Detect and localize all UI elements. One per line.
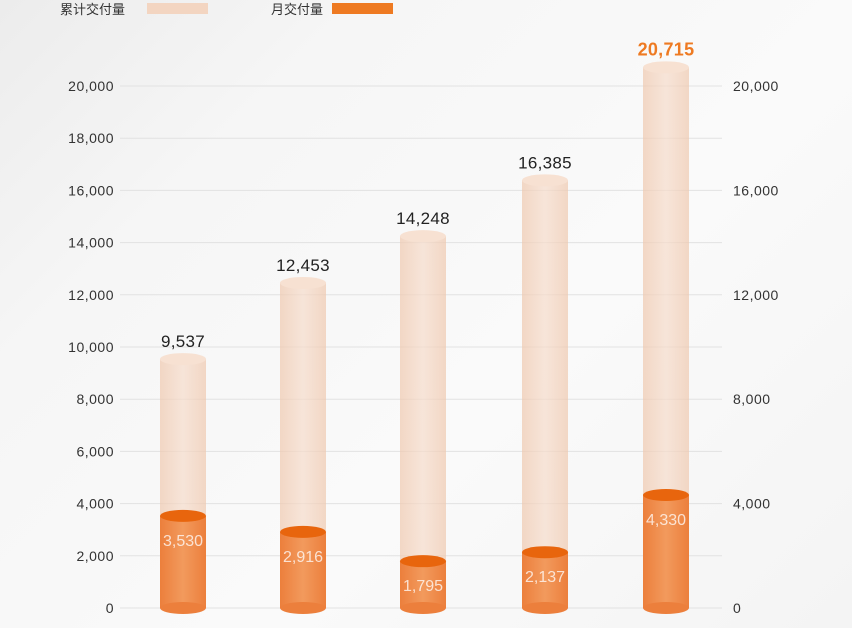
left-axis: 0 2,000 4,000 6,000 8,000 10,000 12,000 14,000 1… — [68, 78, 114, 616]
monthly-bar-bottom — [160, 602, 206, 614]
left-tick-label: 8,000 — [76, 391, 114, 407]
right-tick-label: 0 — [733, 600, 741, 616]
cumulative-bar-top — [643, 61, 689, 74]
left-tick-label: 14,000 — [68, 235, 114, 251]
left-tick-label: 20,000 — [68, 78, 114, 94]
monthly-bar-bottom — [400, 602, 446, 614]
monthly-bar-top — [643, 488, 689, 501]
monthly-bar-top — [522, 546, 568, 559]
left-tick-label: 4,000 — [76, 496, 114, 512]
cumulative-bar-top — [522, 174, 568, 187]
monthly-bar-bottom — [522, 602, 568, 614]
right-tick-label: 8,000 — [733, 391, 771, 407]
left-tick-label: 2,000 — [76, 548, 114, 564]
cumulative-bar-top — [280, 276, 326, 289]
legend-swatch-monthly — [332, 3, 393, 14]
right-tick-label: 16,000 — [733, 182, 779, 198]
monthly-value-label: 3,530 — [163, 533, 203, 550]
bars — [160, 61, 689, 614]
cumulative-bar-top — [160, 353, 206, 366]
cumulative-value-label: 16,385 — [518, 153, 572, 172]
left-tick-label: 6,000 — [76, 443, 114, 459]
monthly-bar-bottom — [643, 602, 689, 614]
monthly-value-label: 4,330 — [646, 512, 686, 529]
monthly-bar — [280, 531, 326, 608]
monthly-bar-top — [400, 555, 446, 568]
value-labels: 9,537 3,530 12,453 2,916 14,248 1,795 16,385 2,… — [161, 39, 694, 595]
legend-label-cumulative: 累计交付量 — [60, 2, 125, 18]
legend-swatch-cumulative — [147, 3, 208, 14]
cumulative-value-label: 9,537 — [161, 332, 205, 351]
left-tick-label: 12,000 — [68, 287, 114, 303]
right-axis: 0 4,000 8,000 12,000 16,000 20,000 — [733, 78, 779, 616]
left-tick-label: 0 — [106, 600, 114, 616]
right-tick-label: 4,000 — [733, 496, 771, 512]
monthly-value-label: 1,795 — [403, 578, 443, 595]
monthly-value-label: 2,916 — [283, 549, 323, 566]
left-tick-label: 18,000 — [68, 130, 114, 146]
cumulative-value-label: 20,715 — [638, 39, 695, 59]
monthly-bar — [643, 494, 689, 608]
right-tick-label: 12,000 — [733, 287, 779, 303]
monthly-bar — [160, 515, 206, 608]
cumulative-value-label: 14,248 — [396, 209, 450, 228]
monthly-bar-bottom — [280, 602, 326, 614]
cumulative-bar — [400, 236, 446, 608]
cumulative-bar-top — [400, 230, 446, 243]
monthly-bar-top — [280, 525, 326, 538]
left-tick-label: 10,000 — [68, 339, 114, 355]
monthly-bar-top — [160, 509, 206, 522]
right-tick-label: 20,000 — [733, 78, 779, 94]
legend: 累计交付量 月交付量 — [60, 2, 393, 18]
cumulative-value-label: 12,453 — [276, 256, 330, 275]
monthly-bar — [522, 552, 568, 608]
left-tick-label: 16,000 — [68, 182, 114, 198]
monthly-bar — [400, 561, 446, 608]
monthly-value-label: 2,137 — [525, 569, 565, 586]
cumulative-bar — [522, 180, 568, 608]
legend-label-monthly: 月交付量 — [271, 2, 323, 18]
